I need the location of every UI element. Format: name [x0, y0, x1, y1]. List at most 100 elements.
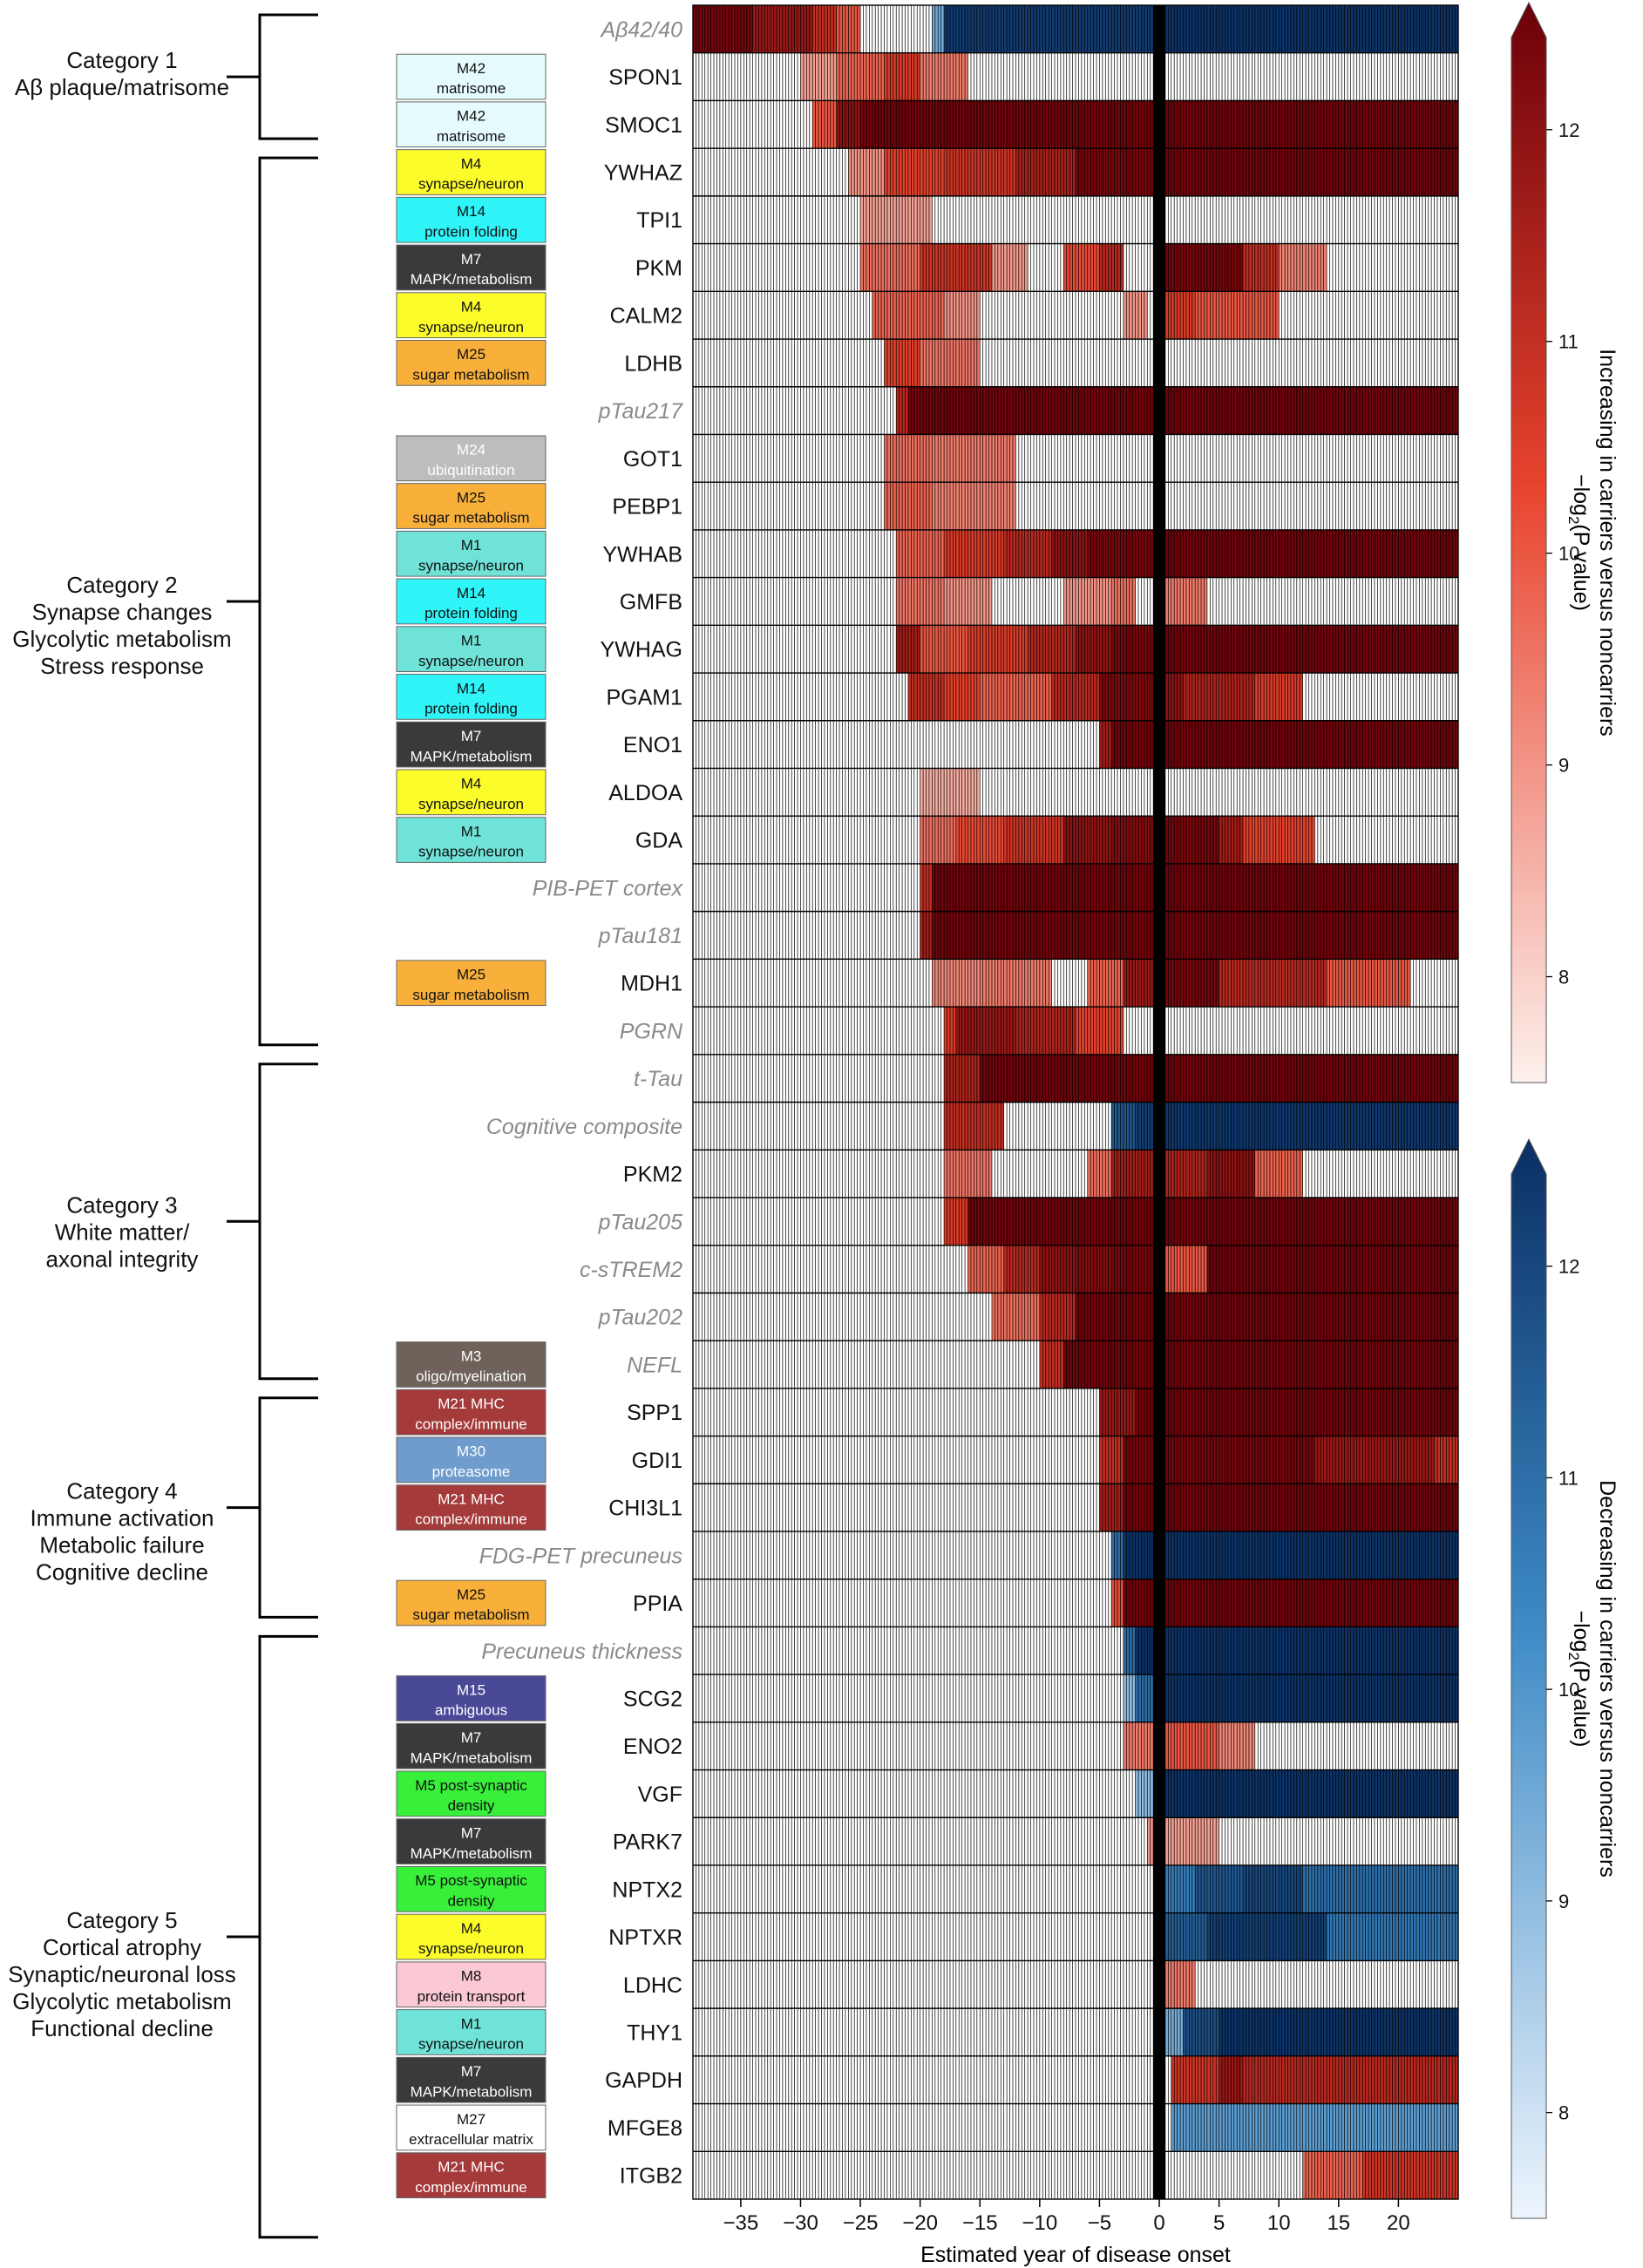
module-box-12: M14 protein folding: [396, 578, 547, 625]
colorbar-decreasing-sublabel-suffix: (P value): [1569, 1660, 1593, 1748]
module-box-7: M25 sugar metabolism: [396, 340, 547, 386]
module-line2-29: complex/immune: [415, 1416, 527, 1432]
module-box-bg-10: [396, 483, 547, 529]
module-line2-5: MAPK/metabolism: [411, 271, 533, 288]
module-box-5: M7 MAPK/metabolism: [396, 244, 547, 291]
cb-tick-label-cb-down-ticks-10: 10: [1558, 1679, 1579, 1701]
row-label-7: LDHB: [624, 351, 682, 376]
colorbar-decreasing: 8 9 10 11 12 Decreasing in carriers versus n…: [1511, 1137, 1619, 2219]
module-line1-31: M21 MHC: [438, 1490, 505, 1507]
module-box-37: M5 post-synaptic density: [396, 1770, 547, 1817]
module-box-bg-38: [396, 1818, 547, 1864]
module-box-16: M4 synapse/neuron: [396, 769, 547, 816]
module-line1-33: M25: [457, 1586, 485, 1603]
category-desc-3-2: Metabolic failure: [39, 1532, 204, 1558]
module-box-35: M15 ambiguous: [396, 1675, 547, 1721]
category-desc-1-1: Synapse changes: [32, 599, 213, 625]
row-label-16: ALDOA: [608, 781, 682, 805]
module-line1-5: M7: [461, 251, 482, 268]
category-name-3: Category 4: [66, 1478, 177, 1504]
module-line2-41: protein transport: [418, 1988, 526, 2005]
row-label-15: ENO1: [623, 733, 682, 757]
module-box-28: M3 oligo/myelination: [396, 1341, 547, 1388]
row-label-25: pTau205: [598, 1210, 682, 1234]
cb-tick-label-cb-down-ticks-12: 12: [1558, 1256, 1579, 1278]
category-name-0: Category 1: [66, 47, 177, 73]
module-box-bg-11: [396, 530, 547, 577]
module-line2-31: complex/immune: [415, 1511, 527, 1528]
module-box-43: M7 MAPK/metabolism: [396, 2056, 547, 2103]
colorbar-decreasing-ticks: 8 9 10 11 12: [1546, 1256, 1579, 2124]
module-box-44: M27 extracellular matrix: [396, 2104, 547, 2151]
module-box-11: M1 synapse/neuron: [396, 530, 547, 577]
row-label-23: Cognitive composite: [486, 1115, 682, 1139]
module-line1-39: M5 post-synaptic: [415, 1872, 527, 1889]
x-tick-label-5: 5: [1213, 2211, 1225, 2235]
module-line2-43: MAPK/metabolism: [411, 2083, 533, 2100]
row-labels: Aβ42/40 SPON1 SMOC1 YWHAZ TPI1 PKM CALM2 LDHB pT…: [479, 17, 684, 2188]
module-box-4: M14 protein folding: [396, 196, 547, 243]
cb-tick-label-cb-down-ticks-8: 8: [1558, 2102, 1569, 2124]
module-line2-17: synapse/neuron: [418, 844, 524, 860]
module-line2-16: synapse/neuron: [418, 796, 524, 812]
colorbar-decreasing-label: Decreasing in carriers versus noncarrier…: [1595, 1480, 1619, 1878]
row-label-0: Aβ42/40: [599, 17, 682, 42]
row-label-31: CHI3L1: [608, 1497, 682, 1521]
colorbar-increasing-bar: [1511, 1, 1547, 1083]
category-desc-4-4: Functional decline: [31, 2015, 214, 2041]
module-box-bg-39: [396, 1865, 547, 1912]
module-line2-6: synapse/neuron: [418, 319, 524, 336]
module-box-bg-3: [396, 149, 547, 195]
module-line2-11: synapse/neuron: [418, 557, 524, 574]
category-bracket-2: [258, 1063, 318, 1381]
x-axis: Estimated year of disease onset −35 −30 −2…: [723, 2199, 1410, 2267]
module-box-31: M21 MHC complex/immune: [396, 1484, 547, 1531]
module-box-bg-7: [396, 340, 547, 386]
module-box-bg-14: [396, 674, 547, 720]
module-line1-37: M5 post-synaptic: [415, 1777, 527, 1794]
module-line1-28: M3: [461, 1348, 482, 1364]
row-label-4: TPI1: [636, 208, 682, 233]
module-box-bg-9: [396, 435, 547, 482]
module-line2-30: proteasome: [432, 1463, 511, 1480]
module-box-bg-33: [396, 1579, 547, 1626]
module-box-14: M14 protein folding: [396, 674, 547, 720]
module-line1-45: M21 MHC: [438, 2159, 505, 2176]
row-label-2: SMOC1: [605, 113, 682, 138]
module-box-13: M1 synapse/neuron: [396, 626, 547, 673]
module-line2-36: MAPK/metabolism: [411, 1749, 533, 1766]
x-tick-label--15: −15: [962, 2211, 998, 2235]
module-box-bg-29: [396, 1389, 547, 1436]
row-label-28: NEFL: [627, 1353, 682, 1377]
category-desc-1-2: Glycolytic metabolism: [12, 626, 231, 652]
row-label-6: CALM2: [610, 304, 682, 329]
row-label-44: MFGE8: [608, 2116, 682, 2141]
cb-tick-label-cb-up-ticks-8: 8: [1558, 967, 1569, 988]
cb-tick-label-cb-down-ticks-11: 11: [1558, 1467, 1579, 1489]
module-line1-36: M7: [461, 1729, 482, 1746]
module-line2-1: matrisome: [437, 80, 506, 97]
x-tick-label--20: −20: [902, 2211, 938, 2235]
row-label-11: YWHAB: [602, 542, 682, 567]
module-box-bg-20: [396, 960, 547, 1007]
module-line2-35: ambiguous: [435, 1702, 507, 1719]
module-line1-1: M42: [457, 60, 485, 77]
cb-tick-label-cb-up-ticks-10: 10: [1558, 543, 1579, 565]
row-label-21: PGRN: [620, 1019, 683, 1043]
category-desc-0-1: Aβ plaque/matrisome: [15, 74, 229, 100]
module-box-bg-42: [396, 2009, 547, 2055]
module-box-6: M4 synapse/neuron: [396, 292, 547, 339]
row-label-5: PKM: [635, 256, 682, 281]
module-line1-42: M1: [461, 2015, 482, 2032]
x-tick-label-15: 15: [1327, 2211, 1350, 2235]
x-axis-label: Estimated year of disease onset: [920, 2243, 1231, 2267]
module-line2-15: MAPK/metabolism: [411, 748, 533, 764]
module-box-bg-30: [396, 1436, 547, 1484]
category-desc-1-3: Stress response: [40, 653, 204, 679]
row-label-27: pTau202: [598, 1306, 682, 1330]
module-box-9: M24 ubiquitination: [396, 435, 547, 482]
module-box-bg-43: [396, 2056, 547, 2103]
row-separators: [693, 52, 1458, 2152]
